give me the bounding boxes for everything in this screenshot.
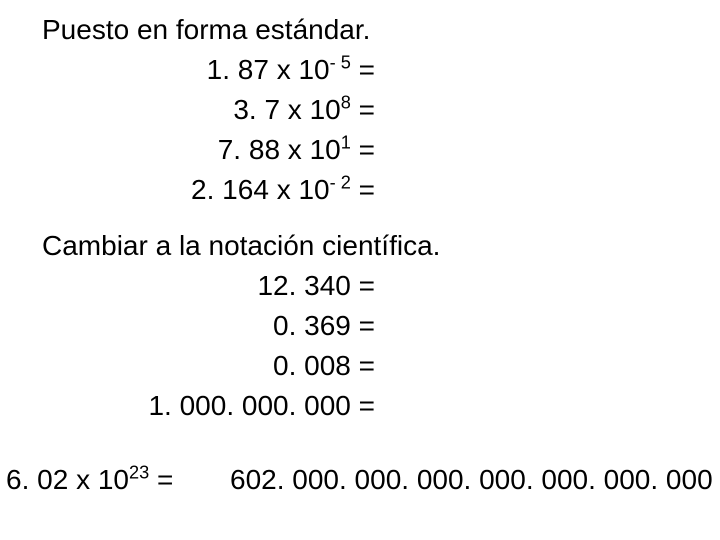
base: x 10 xyxy=(277,174,330,205)
s2-line-2: 0. 369 = xyxy=(273,312,375,340)
rhs: = xyxy=(149,464,173,495)
coef: 1. 87 xyxy=(207,54,269,85)
s2-line-1: 12. 340 = xyxy=(257,272,375,300)
rhs: = xyxy=(351,134,375,165)
exp: - 5 xyxy=(330,53,351,73)
exp: 8 xyxy=(341,93,351,113)
base: x 10 xyxy=(76,464,129,495)
section2-title: Cambiar a la notación científica. xyxy=(42,232,440,260)
exp: 23 xyxy=(129,463,149,483)
s2-line-4: 1. 000. 000. 000 = xyxy=(148,392,375,420)
s1-line-3: 7. 88 x 101 = xyxy=(218,136,375,164)
base: x 10 xyxy=(277,54,330,85)
s1-line-1: 1. 87 x 10- 5 = xyxy=(207,56,375,84)
exp: 1 xyxy=(341,133,351,153)
coef: 6. 02 xyxy=(6,464,68,495)
s2-line-3: 0. 008 = xyxy=(273,352,375,380)
s2-last-line-left: 6. 02 x 1023 = xyxy=(6,466,173,494)
s1-line-2: 3. 7 x 108 = xyxy=(233,96,375,124)
coef: 2. 164 xyxy=(191,174,269,205)
s2-last-line-right: 602. 000. 000. 000. 000. 000. 000. 000 xyxy=(230,466,713,494)
base: x 10 xyxy=(288,94,341,125)
rhs: = xyxy=(351,174,375,205)
base: x 10 xyxy=(288,134,341,165)
exp: - 2 xyxy=(330,173,351,193)
coef: 7. 88 xyxy=(218,134,280,165)
section1-title: Puesto en forma estándar. xyxy=(42,16,370,44)
worksheet: Puesto en forma estándar. 1. 87 x 10- 5 … xyxy=(0,0,720,540)
s1-line-4: 2. 164 x 10- 2 = xyxy=(191,176,375,204)
rhs: = xyxy=(351,54,375,85)
coef: 3. 7 xyxy=(233,94,280,125)
rhs: = xyxy=(351,94,375,125)
